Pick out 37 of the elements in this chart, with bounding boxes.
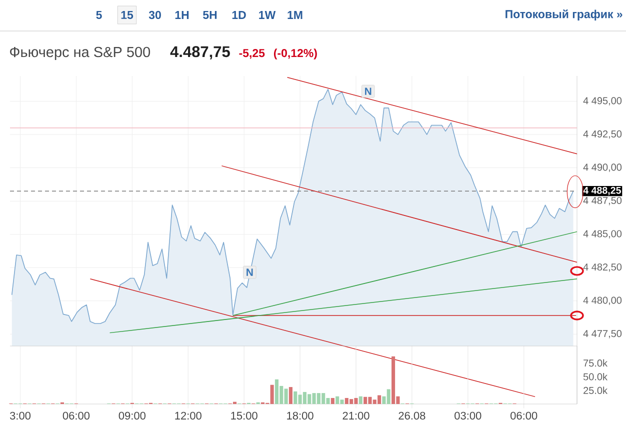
y-tick-label: 4 480,00: [583, 296, 622, 306]
text: 15: [121, 10, 134, 20]
x-tick-label: 06:00: [510, 412, 538, 420]
y-tick-label: 4 485,00: [583, 230, 622, 238]
y-tick-label: 4 477,50: [583, 330, 622, 338]
chart-subtitle: 4.487,75: [170, 46, 230, 60]
y-tick-label: 25.0k: [584, 386, 608, 394]
x-tick-label: 3:00: [10, 412, 31, 420]
text: 1H: [175, 11, 189, 19]
x-tick-label: 06:00: [62, 412, 90, 420]
text: 5: [96, 10, 102, 20]
text: (-0,12%): [274, 48, 317, 60]
y-tick-label: 4 495,00: [583, 97, 622, 106]
x-tick-label: 18:00: [287, 412, 314, 420]
chart-title: Фьючерс на S&P 500: [10, 46, 150, 60]
text: 5H: [203, 10, 217, 20]
text: Потоковый график »: [506, 10, 622, 20]
annotation: N: [365, 88, 372, 95]
x-tick-label: 12:00: [175, 412, 202, 420]
x-tick-label: 09:00: [118, 412, 146, 420]
x-tick-label: 15:00: [231, 412, 258, 420]
text: 30: [148, 10, 161, 20]
text: -5,25: [239, 48, 265, 59]
annotation: N: [246, 268, 253, 276]
ref-line-label: 4 488,25: [583, 186, 621, 196]
y-tick-label: 4 487,50: [583, 196, 622, 206]
text: 1D: [232, 11, 246, 19]
x-tick-label: 26.08: [398, 412, 426, 420]
y-tick-label: 4 492,50: [583, 130, 622, 139]
text: 1W: [259, 11, 276, 19]
y-tick-label: 4 482,50: [583, 263, 622, 272]
text: 1M: [288, 11, 302, 19]
x-tick-label: 21:00: [342, 412, 370, 420]
y-tick-label: 4 490,00: [583, 164, 622, 172]
y-tick-label: 75.0k: [584, 359, 608, 367]
y-tick-label: 50.0k: [583, 372, 608, 380]
x-tick-label: 03:00: [454, 412, 482, 420]
